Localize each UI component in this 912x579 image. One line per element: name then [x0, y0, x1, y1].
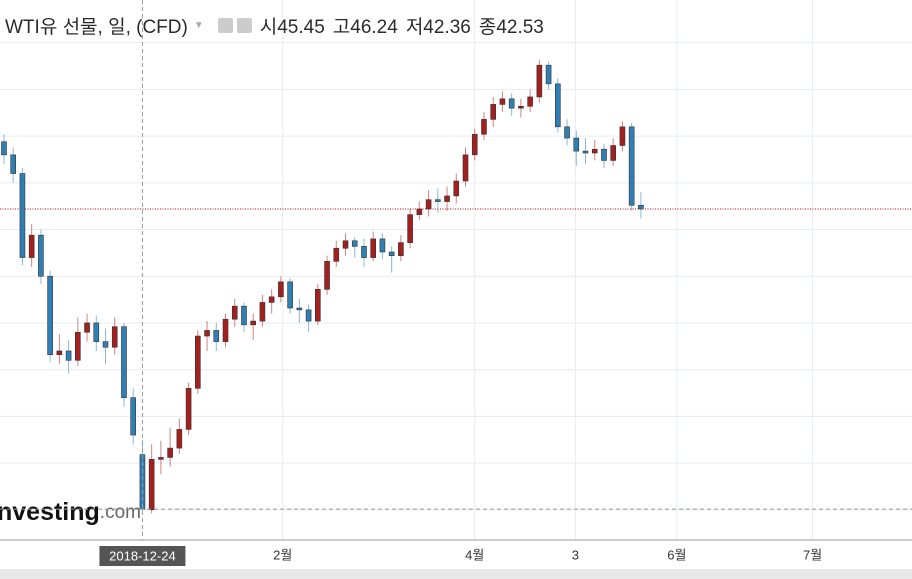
- candle-body: [1, 141, 7, 156]
- candle-body: [47, 275, 53, 356]
- candle-body: [610, 145, 617, 161]
- ohlc-label: 고: [332, 17, 351, 38]
- candle-body: [296, 307, 303, 311]
- candle-body: [407, 214, 413, 243]
- candle-body: [93, 322, 100, 342]
- candle-body: [111, 326, 118, 348]
- candle-body: [19, 173, 26, 258]
- candle-body: [148, 459, 155, 511]
- candle-body: [324, 261, 330, 290]
- candle-body: [278, 281, 284, 298]
- candle-body: [102, 341, 109, 348]
- candle-body: [591, 148, 598, 154]
- candle-body: [333, 247, 340, 262]
- candle-body: [10, 154, 16, 174]
- ohlc-value: 42.36: [423, 17, 471, 38]
- candle-body: [305, 309, 312, 322]
- candle-body: [287, 281, 293, 309]
- candle-body: [84, 322, 90, 333]
- candle-body: [250, 320, 256, 326]
- candle-body: [582, 150, 589, 154]
- candle-body: [564, 126, 570, 139]
- watermark: nvesting.com: [0, 498, 141, 526]
- settings-icon[interactable]: [236, 18, 252, 33]
- candle-body: [619, 126, 626, 146]
- watermark-text: nvesting: [0, 498, 100, 526]
- candle-body: [342, 240, 349, 249]
- candle-body: [38, 234, 44, 277]
- candle-body: [315, 289, 321, 322]
- candle-body: [416, 208, 423, 215]
- candle-body: [259, 302, 266, 322]
- crosshair-label-box: [99, 546, 186, 566]
- candle-body: [462, 154, 469, 182]
- candle-body: [398, 242, 404, 257]
- candle-body: [527, 96, 533, 107]
- x-tick-label: 6월: [667, 547, 686, 562]
- ohlc-label: 시: [259, 17, 278, 38]
- toolbar-strip: [0, 569, 912, 579]
- candle-body: [536, 64, 543, 98]
- ohlc-label: 저: [405, 17, 424, 38]
- candle-body: [158, 457, 164, 460]
- candle-body: [518, 105, 524, 109]
- candle-body: [555, 83, 561, 128]
- ohlc-value: 46.24: [350, 17, 398, 38]
- candle-body: [268, 296, 275, 303]
- x-tick-label: 4월: [465, 547, 484, 562]
- candle-body: [545, 64, 552, 85]
- candle-body: [573, 137, 580, 152]
- candle-body: [351, 240, 358, 247]
- x-tick-label: 2월: [273, 547, 292, 562]
- candle-body: [435, 199, 441, 202]
- candle-body: [361, 246, 367, 258]
- candle-body: [185, 388, 192, 430]
- candle-body: [231, 305, 238, 320]
- candle-body: [195, 335, 201, 389]
- candle-body: [370, 238, 377, 258]
- candle-body: [176, 429, 183, 449]
- ohlc-label: 종: [478, 17, 497, 38]
- candle-body: [167, 447, 173, 458]
- candle-body: [213, 330, 220, 342]
- ohlc-readout: 시45.45 고46.24 저42.36 종42.53: [252, 12, 544, 39]
- x-tick-label: 7월: [803, 547, 822, 562]
- candle-body: [638, 204, 644, 210]
- candle-body: [241, 305, 247, 326]
- candle-body: [628, 126, 635, 206]
- candle-body: [388, 251, 395, 257]
- header: WTI유 선물, 일, (CFD) ▼ 시45.45 고46.24 저42.36 종4…: [5, 12, 544, 39]
- watermark-suffix: .com: [100, 502, 141, 523]
- candle-body: [56, 350, 63, 356]
- x-tick-label: 3: [572, 547, 579, 562]
- candle-body: [204, 330, 210, 337]
- candle-body: [65, 350, 72, 361]
- candle-body: [453, 180, 460, 197]
- candle-body: [490, 104, 497, 120]
- visibility-icon[interactable]: [217, 18, 233, 33]
- candle-body: [379, 238, 386, 253]
- candle-body: [499, 98, 506, 105]
- candle-body: [28, 234, 35, 258]
- candle-body: [130, 397, 136, 436]
- chart-title: WTI유 선물, 일, (CFD): [5, 17, 188, 38]
- candle-body: [471, 133, 478, 156]
- ohlc-value: 42.53: [496, 17, 544, 38]
- dropdown-arrow[interactable]: ▼: [193, 20, 204, 31]
- candle-body: [481, 119, 487, 135]
- candle-body: [508, 98, 515, 109]
- candle-body: [425, 199, 432, 210]
- candle-body: [121, 326, 127, 398]
- candle-body: [601, 148, 607, 161]
- candle-body: [222, 318, 229, 342]
- ohlc-value: 45.45: [277, 17, 325, 38]
- candle-body: [75, 331, 81, 361]
- crosshair-label: 2018-12-24: [109, 548, 176, 563]
- candle-body: [444, 195, 450, 202]
